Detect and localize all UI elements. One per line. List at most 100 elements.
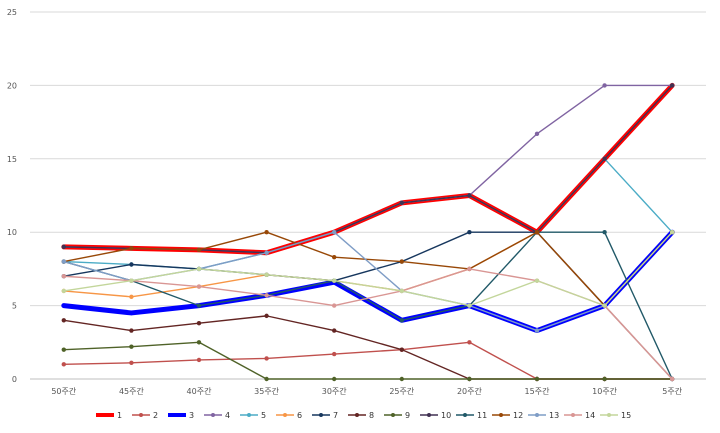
x-tick-label: 5주간 <box>662 386 682 396</box>
data-point <box>264 313 269 319</box>
x-tick-label: 10주간 <box>592 386 618 396</box>
data-point <box>399 347 404 352</box>
legend-swatch-marker <box>427 413 431 417</box>
data-point <box>602 156 607 161</box>
data-point <box>129 310 134 316</box>
data-point <box>129 278 134 283</box>
y-tick-label: 20 <box>7 81 17 90</box>
data-point <box>196 266 202 272</box>
data-point <box>196 284 202 289</box>
data-point <box>670 230 675 235</box>
data-point <box>129 360 134 366</box>
data-point <box>264 376 269 382</box>
legend-swatch-marker <box>535 413 539 417</box>
y-axis-tick-labels: 0 5 10 15 20 25 <box>7 8 17 384</box>
legend-swatch-marker <box>103 413 107 417</box>
data-point <box>61 303 66 308</box>
legend-label: 10 <box>441 411 451 420</box>
data-point <box>196 357 202 363</box>
x-tick-label: 40주간 <box>187 386 213 396</box>
data-point <box>399 259 404 264</box>
y-tick-label: 10 <box>7 228 17 237</box>
data-point <box>467 230 472 235</box>
data-point <box>332 328 337 333</box>
legend-swatch-marker <box>139 413 143 417</box>
data-point <box>467 303 472 308</box>
legend-label: 13 <box>549 411 559 420</box>
data-point <box>534 278 540 283</box>
data-point <box>534 376 540 382</box>
legend-swatch-marker <box>571 413 575 417</box>
data-point <box>196 247 202 253</box>
y-tick-label: 5 <box>12 302 17 311</box>
data-point <box>264 230 269 235</box>
data-point <box>61 288 66 294</box>
legend-label: 5 <box>261 411 266 420</box>
legend-label: 8 <box>369 411 374 420</box>
data-point <box>670 376 675 382</box>
series-lines <box>61 82 675 382</box>
data-point <box>129 262 134 267</box>
data-point <box>670 83 675 88</box>
data-point <box>129 294 134 299</box>
legend-label: 11 <box>477 411 487 420</box>
data-point <box>534 131 540 137</box>
series-line <box>63 231 673 307</box>
data-point <box>467 376 472 382</box>
data-point <box>332 351 337 357</box>
x-tick-label: 30주간 <box>322 386 348 396</box>
data-point <box>602 376 607 382</box>
legend-item: 3 <box>168 411 194 420</box>
legend-label: 1 <box>117 411 122 420</box>
series-line <box>63 231 673 307</box>
data-point <box>399 200 404 206</box>
legend-item: 10 <box>420 411 451 420</box>
legend-label: 6 <box>297 411 302 420</box>
data-point <box>467 266 472 272</box>
legend-swatch-marker <box>463 413 467 417</box>
legend-item: 7 <box>312 411 338 420</box>
series-line <box>63 341 673 380</box>
data-point <box>264 272 269 277</box>
data-point <box>264 250 269 255</box>
data-point <box>602 83 607 88</box>
legend-item: 4 <box>204 411 230 420</box>
x-tick-label: 50주간 <box>51 386 77 396</box>
legend-item: 13 <box>528 411 559 420</box>
data-point <box>332 303 337 308</box>
data-point <box>399 318 404 323</box>
data-point <box>534 230 540 235</box>
data-point <box>264 293 269 298</box>
legend-swatch-marker <box>211 413 215 417</box>
x-tick-label: 45주간 <box>119 386 145 396</box>
data-point <box>61 259 66 264</box>
legend-item: 14 <box>564 411 595 420</box>
legend-swatch-marker <box>607 413 611 417</box>
x-tick-label: 35주간 <box>254 386 280 396</box>
legend-label: 12 <box>513 411 523 420</box>
x-tick-label: 20주간 <box>457 386 483 396</box>
data-point <box>602 303 607 308</box>
legend-item: 9 <box>384 411 410 420</box>
data-point <box>61 362 66 367</box>
x-tick-label: 15주간 <box>525 386 551 396</box>
legend-swatch-marker <box>247 413 251 417</box>
data-point <box>61 347 66 352</box>
legend-label: 2 <box>153 411 158 420</box>
legend-item: 15 <box>600 411 631 420</box>
legend-swatch-marker <box>319 413 323 417</box>
data-point <box>129 328 134 333</box>
data-point <box>332 230 337 235</box>
data-point <box>264 356 269 361</box>
legend-item: 11 <box>456 411 487 420</box>
data-point <box>467 340 472 345</box>
legend-item: 6 <box>276 411 302 420</box>
y-tick-label: 0 <box>12 375 17 384</box>
data-point <box>61 274 66 279</box>
legend-item: 12 <box>492 411 523 420</box>
data-point <box>332 376 337 382</box>
legend-label: 15 <box>621 411 631 420</box>
series-15 <box>61 230 675 308</box>
data-point <box>602 230 607 235</box>
